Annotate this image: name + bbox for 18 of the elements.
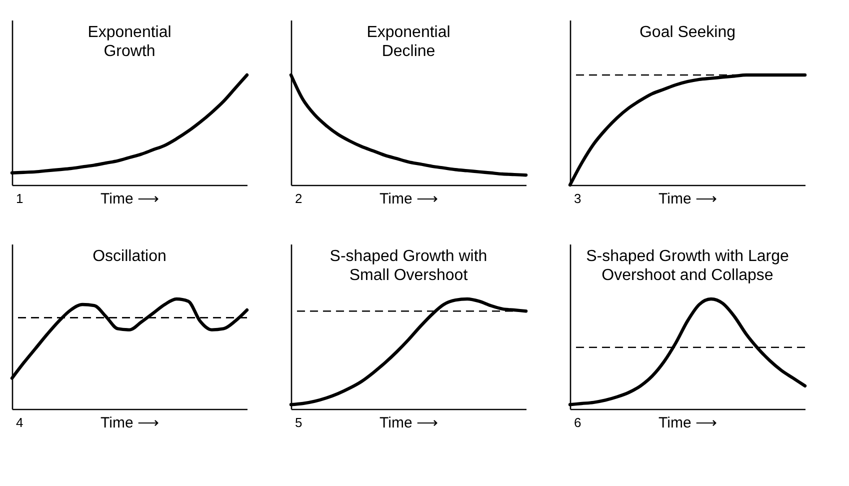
text: 2 (295, 191, 302, 206)
x-axis-title: Time ⟶ (380, 190, 438, 208)
x-axis-title: Time ⟶ (100, 190, 160, 208)
chart-title: S-shaped Growth with Large Overshoot and Collapse (586, 248, 789, 284)
text: 1 (16, 191, 24, 206)
chart-title: Exponential Decline (366, 24, 450, 60)
text: 5 (295, 415, 302, 430)
x-axis-title: Time ⟶ (100, 414, 160, 432)
chart-title: S-shaped Growth with Small Overshoot (330, 248, 488, 284)
chart-title: Goal Seeking (639, 24, 736, 41)
text: 4 (16, 415, 24, 430)
x-axis-title: Time ⟶ (658, 414, 718, 432)
chart-title: Exponential Growth (88, 24, 172, 60)
chart-title: Oscillation (92, 248, 166, 265)
x-axis-title: Time ⟶ (380, 414, 438, 432)
text: 3 (574, 191, 582, 206)
text: 6 (574, 415, 582, 430)
x-axis-title: Time ⟶ (658, 190, 718, 208)
